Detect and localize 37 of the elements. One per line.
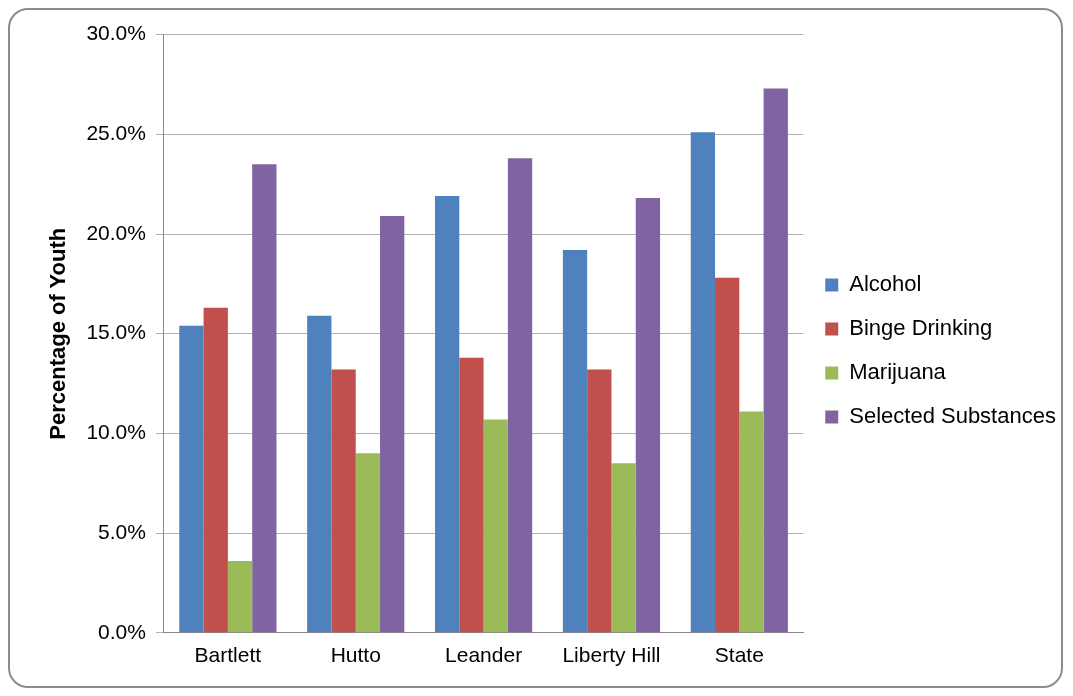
y-tick-label: 15.0% [86, 320, 146, 344]
x-tick-label: State [714, 643, 764, 667]
bar [587, 369, 612, 633]
y-tick-label: 10.0% [86, 420, 146, 444]
bar [307, 315, 332, 633]
bar [459, 357, 484, 633]
bar [635, 198, 661, 633]
legend-label: Marijuana [849, 359, 947, 385]
bar [715, 277, 740, 633]
y-axis-title: Percentage of Youth [45, 227, 71, 440]
x-tick-label: Leander [445, 643, 523, 667]
bar [483, 419, 508, 633]
legend-label: Binge Drinking [849, 315, 993, 341]
x-tick-label: Bartlett [194, 643, 262, 667]
y-tick-label: 0.0% [98, 619, 146, 643]
legend-label: Alcohol [849, 271, 922, 297]
bar [331, 369, 356, 633]
x-tick-label: Liberty Hill [562, 643, 661, 667]
bar [203, 307, 228, 633]
bar [179, 325, 204, 633]
bar [227, 561, 253, 633]
bar [763, 88, 788, 633]
y-tick-label: 20.0% [86, 220, 146, 244]
bar [739, 411, 764, 633]
bar [355, 453, 381, 633]
bar [562, 249, 588, 633]
bar [690, 132, 716, 633]
legend-label: Selected Substances [849, 403, 1056, 429]
y-tick-label: 30.0% [86, 21, 146, 45]
bar [435, 196, 460, 633]
bar [507, 158, 533, 633]
y-tick-label: 25.0% [86, 121, 146, 145]
bar [252, 164, 277, 633]
y-tick-label: 5.0% [98, 519, 146, 543]
bar [611, 463, 636, 633]
bar [380, 216, 405, 633]
x-tick-label: Hutto [330, 643, 381, 667]
